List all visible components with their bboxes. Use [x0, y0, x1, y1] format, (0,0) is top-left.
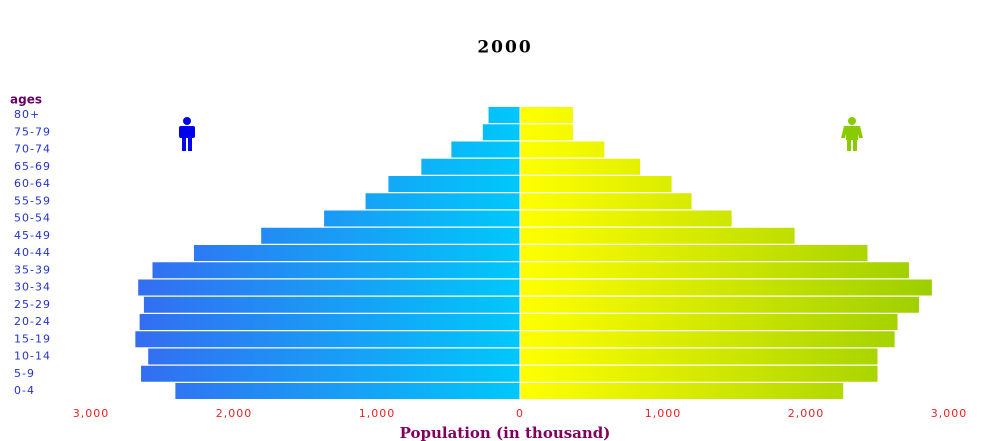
y-axis-title: ages [10, 93, 42, 107]
female-bar [520, 107, 573, 123]
age-label: 10-14 [14, 350, 51, 363]
female-bar [520, 210, 732, 227]
chart-title: 2000 [477, 38, 532, 58]
x-tick-label: 1,000 [645, 407, 682, 420]
male-bar [324, 210, 520, 227]
male-bar [139, 314, 520, 330]
female-bar [520, 141, 605, 158]
male-bar [175, 383, 520, 399]
age-label: 55-59 [14, 194, 51, 207]
female-bar [520, 314, 898, 330]
male-bar [135, 331, 520, 348]
female-bar [520, 124, 573, 141]
age-label: 50-54 [14, 212, 51, 225]
age-label: 75-79 [14, 125, 51, 138]
x-tick-label: 2,000 [216, 407, 253, 420]
age-label: 20-24 [14, 315, 51, 328]
male-bar [482, 124, 520, 141]
x-tick-label: 0 [516, 407, 524, 420]
age-label: 0-4 [14, 384, 35, 397]
male-bar [138, 279, 520, 296]
age-label: 15-19 [14, 332, 51, 345]
female-bar [520, 262, 909, 279]
male-bar [148, 348, 520, 365]
female-bar [520, 296, 919, 313]
age-label: 60-64 [14, 177, 51, 190]
female-bar [520, 348, 878, 365]
age-label: 40-44 [14, 246, 51, 259]
x-tick-label: 3,000 [931, 407, 968, 420]
x-tick-label: 1,000 [359, 407, 396, 420]
male-bar [451, 141, 520, 158]
age-label: 25-29 [14, 298, 51, 311]
x-tick-label: 3,000 [73, 407, 110, 420]
female-bar [520, 365, 878, 382]
female-bar [520, 158, 641, 175]
male-bar [421, 158, 520, 175]
female-bar [520, 193, 692, 210]
age-label: 5-9 [14, 367, 35, 380]
age-label: 45-49 [14, 229, 51, 242]
age-label: 70-74 [14, 143, 51, 156]
male-bar [388, 176, 520, 192]
female-bar [520, 331, 895, 348]
female-bar [520, 245, 868, 261]
male-bar [152, 262, 521, 279]
age-label: 30-34 [14, 281, 51, 294]
male-icon [179, 117, 195, 151]
male-bar [365, 193, 520, 210]
age-label: 35-39 [14, 263, 51, 276]
age-label: 65-69 [14, 160, 51, 173]
female-bar [520, 227, 795, 244]
male-bar [261, 227, 520, 244]
male-bar [193, 245, 520, 261]
female-icon [841, 117, 863, 151]
x-axis-title: Population (in thousand) [400, 424, 611, 441]
female-bar [520, 176, 672, 192]
male-bar [141, 365, 521, 382]
age-label: 80+ [14, 108, 40, 121]
female-bar [520, 383, 844, 399]
x-tick-label: 2,000 [788, 407, 825, 420]
female-bar [520, 279, 932, 296]
male-bar [143, 296, 520, 313]
male-bar [488, 107, 520, 123]
